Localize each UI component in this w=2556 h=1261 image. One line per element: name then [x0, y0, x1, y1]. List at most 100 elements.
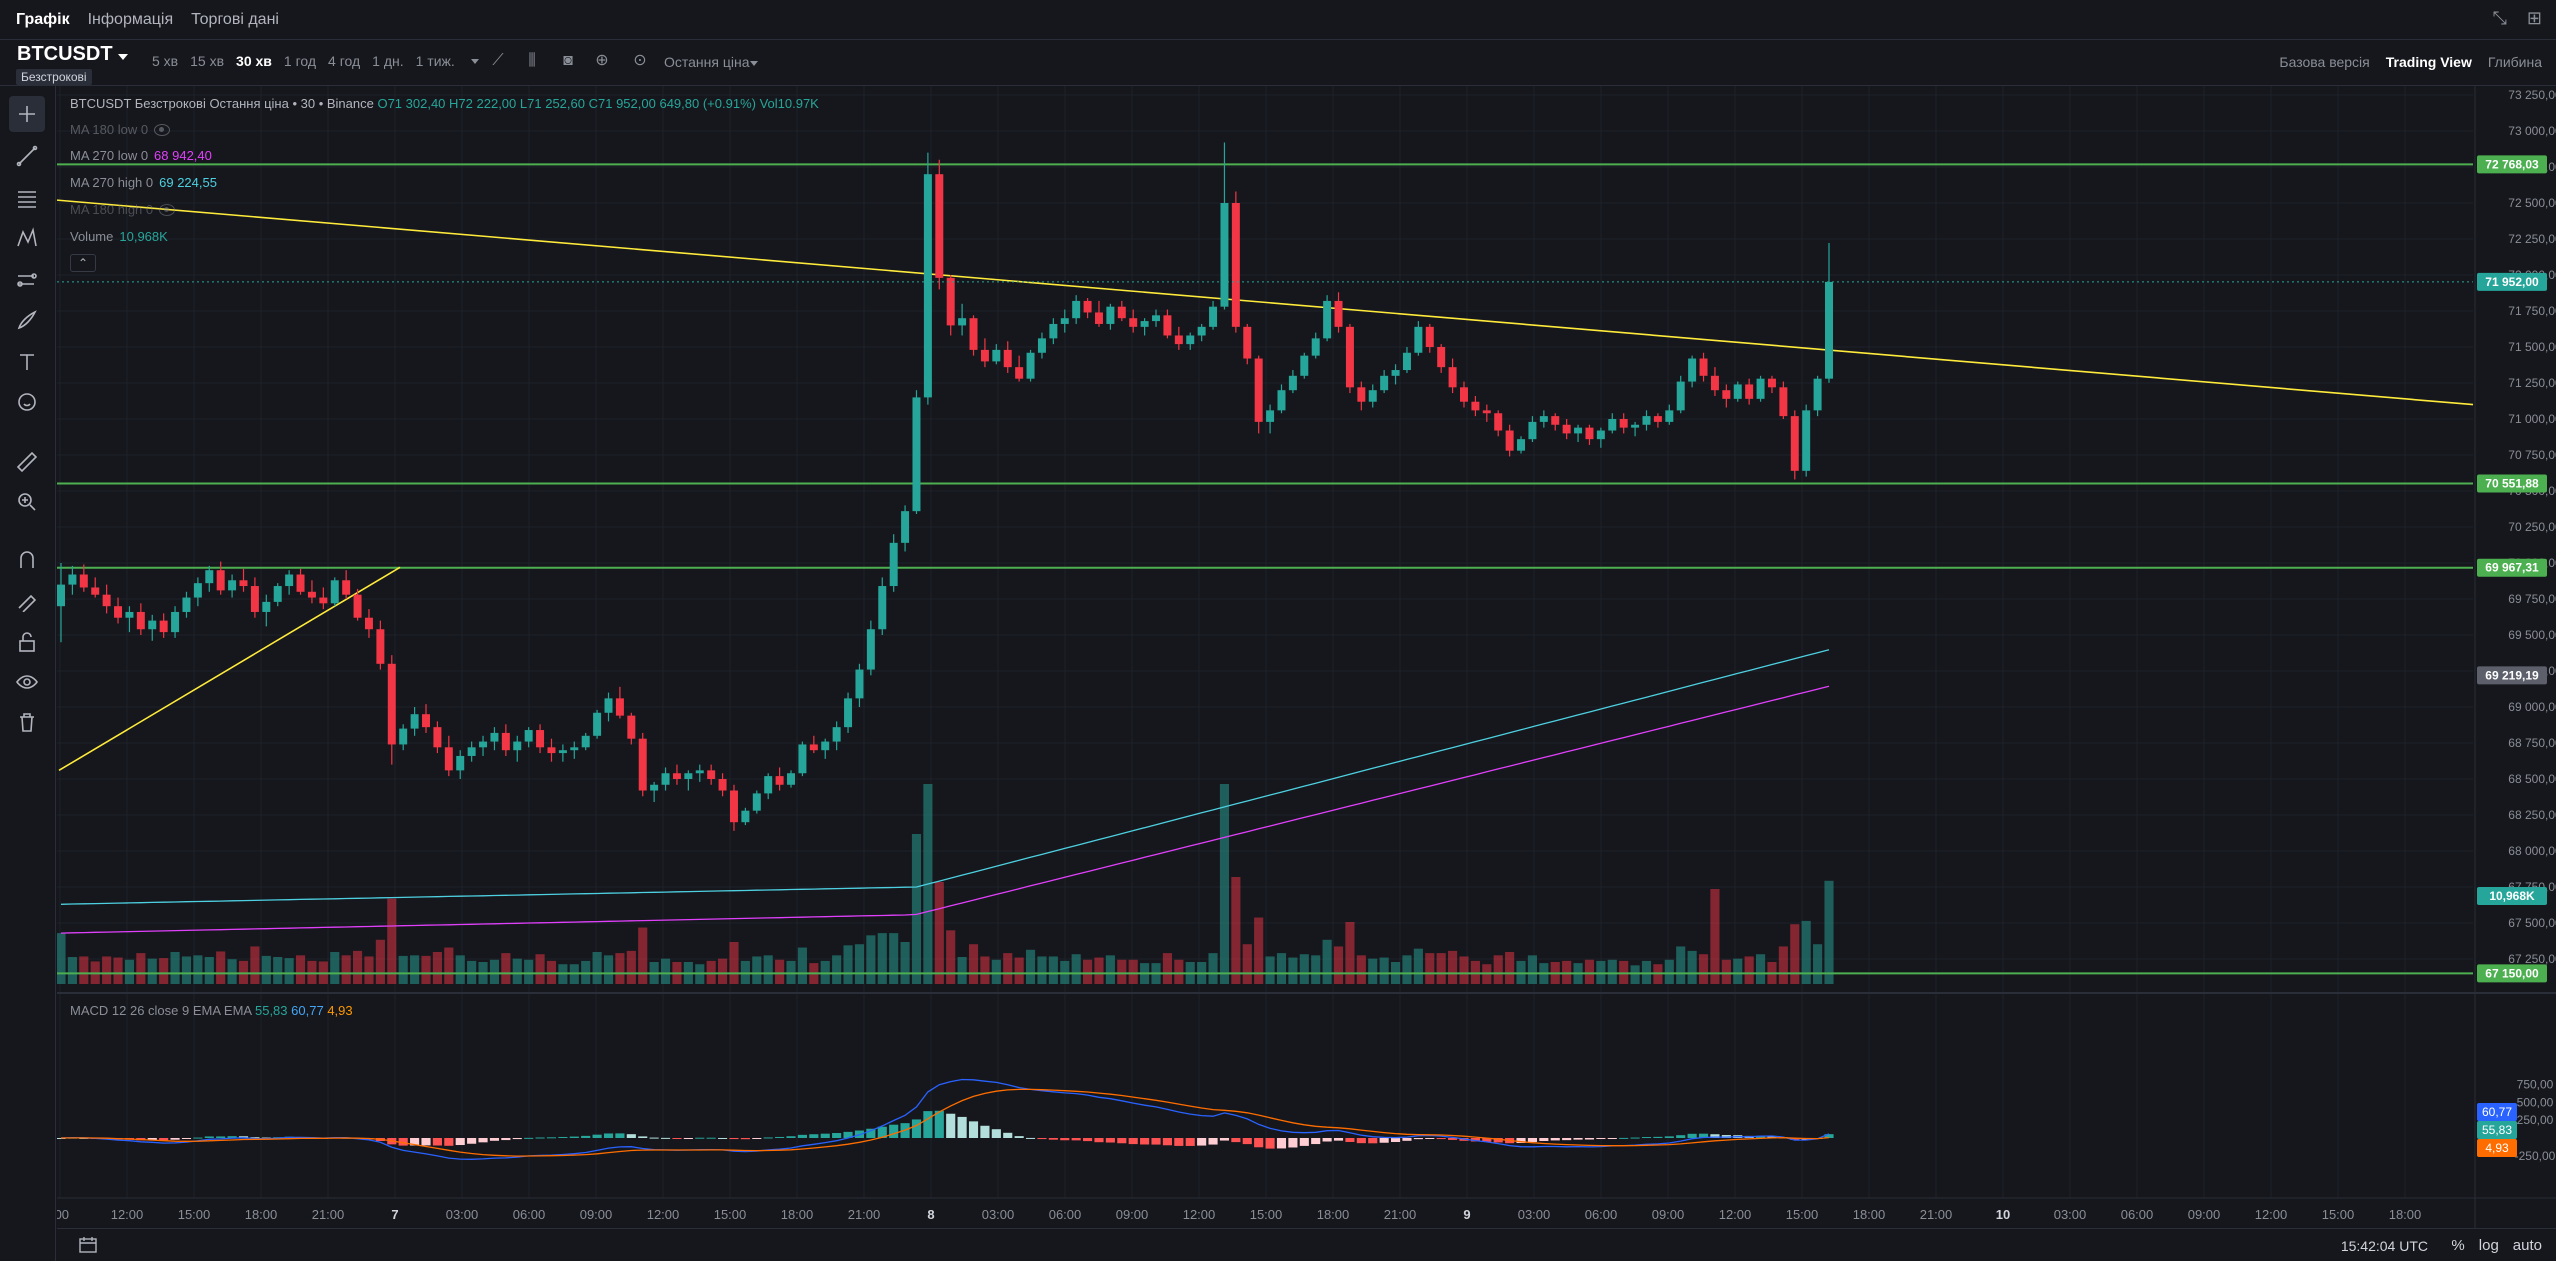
add-icon[interactable]: ⊕ [595, 52, 609, 69]
macd-histogram-bar [1448, 1138, 1458, 1140]
trash-icon[interactable] [9, 704, 45, 740]
magnet-icon[interactable] [9, 542, 45, 578]
candle-body [764, 776, 773, 794]
volume-bar [1676, 946, 1686, 984]
price-type-chevron-icon[interactable] [750, 61, 758, 66]
macd-histogram-bar [147, 1138, 157, 1141]
indicator-legend-ma180-low[interactable]: MA 180 low 0 [70, 122, 171, 137]
unlock-icon[interactable] [9, 624, 45, 660]
lock-drawing-icon[interactable] [9, 582, 45, 618]
volume-bar [455, 955, 465, 984]
percent-scale-toggle[interactable]: % [2451, 1237, 2465, 1254]
interval-4h[interactable]: 4 год [328, 53, 361, 69]
macd-histogram-bar [1607, 1138, 1617, 1139]
candle-body [570, 747, 579, 751]
candle-body [1767, 378, 1776, 388]
calendar-icon[interactable] [79, 1237, 97, 1253]
top-tabs: Графік Інформація Торгові дані [16, 0, 279, 40]
candle-body [1311, 338, 1320, 356]
interval-15m[interactable]: 15 хв [190, 53, 225, 69]
candle-body [946, 277, 955, 326]
volume-bar [1710, 889, 1720, 984]
interval-more-chevron-icon[interactable] [470, 58, 479, 64]
candle-body [1220, 203, 1229, 307]
trendline-descending[interactable] [57, 199, 2474, 406]
tab-trading-data[interactable]: Торгові дані [191, 11, 279, 28]
macd-axis-label: 250,00 [2517, 1113, 2554, 1127]
interval-1d[interactable]: 1 дн. [372, 53, 404, 69]
brush-icon[interactable] [9, 302, 45, 338]
candle-body [1676, 381, 1685, 411]
candle-body [1745, 384, 1754, 399]
tab-chart[interactable]: Графік [16, 11, 70, 28]
macd-histogram-bar [501, 1138, 511, 1141]
trend-line-icon[interactable] [9, 138, 45, 174]
price-axis-label: 71 750,00 [2508, 304, 2556, 318]
macd-histogram-bar [1356, 1138, 1366, 1144]
macd-histogram-bar [1664, 1136, 1674, 1138]
replay-icon[interactable]: ⊙ [633, 52, 647, 69]
collapse-legend-button[interactable]: ⌃ [70, 254, 96, 272]
candle-body [752, 793, 761, 811]
chevron-down-icon[interactable] [118, 54, 128, 60]
interval-5m[interactable]: 5 хв [152, 53, 179, 69]
crosshair-icon[interactable] [9, 96, 45, 132]
candle-body [1562, 424, 1571, 434]
volume-bar [1117, 959, 1127, 984]
prediction-icon[interactable] [9, 262, 45, 298]
auto-scale-toggle[interactable]: auto [2512, 1237, 2542, 1254]
price-type-selector[interactable]: Остання ціна [664, 54, 750, 70]
indicator-legend-volume[interactable]: Volume 10,968K [70, 229, 168, 244]
price-axis-label: 69 000,00 [2508, 700, 2556, 714]
view-depth[interactable]: Глибина [2487, 54, 2542, 70]
candle-body [1551, 416, 1560, 425]
pattern-icon[interactable] [9, 220, 45, 256]
ruler-icon[interactable] [9, 444, 45, 480]
candle-body [1425, 326, 1434, 347]
macd-histogram-bar [1219, 1138, 1230, 1141]
time-axis-label: 9 [1463, 1207, 1470, 1222]
candle-body [695, 770, 704, 774]
eye-hidden-icon[interactable] [154, 123, 171, 136]
grid-layout-icon[interactable]: ⊞ [2526, 8, 2542, 28]
log-scale-toggle[interactable]: log [2478, 1237, 2499, 1254]
fib-retracement-icon[interactable] [9, 180, 45, 216]
indicators-icon[interactable]: ⟋ [492, 52, 504, 69]
camera-icon[interactable]: ◙ [563, 52, 573, 69]
collapse-icon[interactable]: ⤡ [2492, 8, 2507, 28]
candle-body [273, 586, 282, 602]
volume-bar [911, 834, 922, 984]
indicator-legend-ma270-high[interactable]: MA 270 high 0 69 224,55 [70, 175, 217, 190]
macd-histogram-bar [1413, 1138, 1423, 1140]
macd-histogram-bar [546, 1137, 557, 1139]
macd-histogram-bar [626, 1134, 636, 1138]
time-axis-label: 06:00 [513, 1207, 546, 1222]
zoom-in-icon[interactable] [9, 484, 45, 520]
volume-bar [1265, 956, 1275, 984]
chart-type-icon[interactable]: ⫼ [528, 52, 536, 69]
volume-bar [1402, 955, 1412, 984]
tab-info[interactable]: Інформація [87, 11, 174, 28]
view-tradingview[interactable]: Trading View [2385, 54, 2472, 70]
utc-clock[interactable]: 15:42:04 UTC [2340, 1238, 2428, 1254]
candle-body [1254, 358, 1263, 422]
eye-hidden-icon[interactable] [159, 203, 176, 216]
indicator-legend-ma270-low[interactable]: MA 270 low 0 68 942,40 [70, 148, 212, 163]
macd-histogram-bar [1470, 1138, 1480, 1142]
volume-bar [797, 947, 807, 984]
legend-high: H72 222,00 [449, 96, 517, 111]
view-basic[interactable]: Базова версія [2279, 54, 2370, 70]
time-axis-label: 03:00 [982, 1207, 1015, 1222]
chart-area[interactable]: 73 250,0073 000,0072 750,0072 500,0072 2… [57, 86, 2556, 1261]
trendline-ascending[interactable] [58, 566, 401, 772]
price-chart[interactable]: 73 250,0073 000,0072 750,0072 500,0072 2… [57, 86, 2556, 1228]
eye-icon[interactable] [9, 664, 45, 700]
interval-1h[interactable]: 1 год [283, 53, 317, 69]
indicator-legend-ma180-high[interactable]: MA 180 high 0 [70, 202, 176, 217]
symbol-selector[interactable]: BTCUSDT [17, 43, 113, 65]
text-icon[interactable] [9, 344, 45, 380]
interval-1w[interactable]: 1 тиж. [415, 53, 455, 69]
emoji-icon[interactable] [9, 384, 45, 420]
macd-histogram-bar [1276, 1138, 1287, 1149]
interval-30m[interactable]: 30 хв [236, 53, 272, 69]
